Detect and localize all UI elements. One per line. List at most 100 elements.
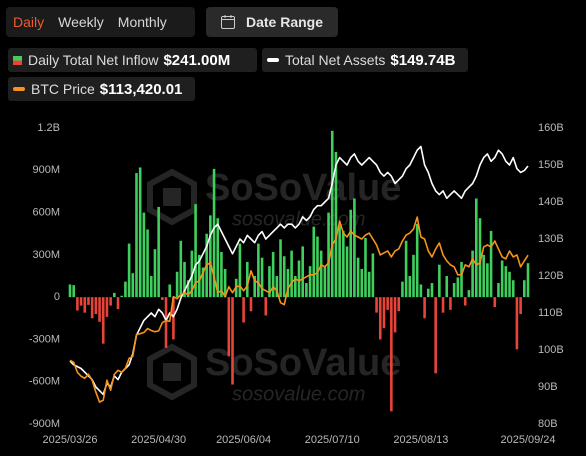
bar	[415, 223, 419, 298]
bar	[127, 243, 131, 298]
tab-daily[interactable]: Daily	[13, 14, 45, 30]
bar	[279, 239, 282, 298]
bar	[445, 276, 449, 298]
x-tick-label: 2025/07/10	[305, 434, 360, 446]
bar	[349, 209, 353, 298]
legend-icon	[267, 58, 279, 62]
bar	[164, 297, 168, 348]
bar	[98, 297, 101, 322]
bar	[268, 266, 271, 298]
date-range-button[interactable]: Date Range	[206, 7, 338, 37]
bar	[142, 212, 146, 298]
bar	[345, 246, 349, 298]
watermark-url: sosovalue.com	[232, 208, 365, 230]
bar	[197, 254, 201, 298]
bar	[72, 285, 75, 298]
bar	[161, 297, 164, 300]
tab-monthly[interactable]: Monthly	[117, 14, 167, 30]
legend-assets[interactable]: Total Net Assets $149.74B	[262, 48, 468, 72]
legend-value: $149.74B	[390, 51, 456, 69]
bar	[401, 281, 404, 298]
bar	[408, 276, 412, 298]
tick-label: 80B	[538, 418, 558, 430]
bar	[275, 276, 279, 298]
bar	[101, 297, 105, 344]
bar	[515, 297, 519, 350]
bar	[419, 284, 423, 298]
bar	[301, 246, 304, 298]
bar	[367, 271, 371, 298]
watermark-text: SoSoValue	[205, 167, 401, 209]
bar	[175, 271, 179, 298]
bar	[430, 283, 434, 298]
bar	[157, 206, 160, 298]
tick-label: 130B	[538, 233, 564, 245]
tick-label: 90B	[538, 381, 558, 393]
bar	[393, 297, 397, 333]
bar	[249, 297, 253, 312]
legend-icon	[13, 87, 25, 91]
bar	[231, 297, 234, 385]
bar	[497, 283, 500, 298]
bar	[146, 229, 149, 298]
x-tick-label: 2025/08/13	[393, 434, 448, 446]
bar	[523, 280, 526, 298]
bar	[364, 237, 367, 298]
bar	[426, 288, 430, 298]
bar	[334, 151, 338, 298]
bar	[412, 254, 415, 298]
legend-inflow[interactable]: Daily Total Net Inflow $241.00M	[8, 48, 257, 72]
x-tick-label: 2025/06/04	[216, 434, 271, 446]
bar	[500, 260, 504, 298]
bar	[131, 273, 135, 298]
tick-label: 150B	[538, 159, 564, 171]
bar	[452, 283, 456, 298]
legend-label: Daily Total Net Inflow	[28, 52, 159, 68]
period-tabs: Daily Weekly Monthly	[6, 7, 195, 37]
legend-icon	[13, 55, 22, 65]
chart: SoSoValue sosovalue.com SoSoValue sosova…	[29, 122, 564, 446]
bar	[242, 297, 245, 323]
bar	[179, 240, 183, 298]
bar	[493, 297, 497, 308]
tick-label: 0	[54, 291, 60, 303]
bar	[186, 280, 190, 298]
bar	[463, 297, 467, 306]
tick-label: 110B	[538, 307, 563, 319]
bar	[94, 297, 98, 315]
bar	[319, 250, 323, 298]
bar	[519, 297, 522, 315]
bar	[264, 297, 268, 316]
bar	[83, 297, 87, 313]
bar	[209, 215, 212, 298]
bar	[216, 218, 220, 298]
bar	[316, 236, 319, 298]
legend-btc[interactable]: BTC Price $113,420.01	[8, 77, 195, 101]
bar	[183, 261, 186, 298]
tick-label: -900M	[29, 418, 60, 430]
tick-label: 160B	[538, 122, 564, 134]
legend-label: BTC Price	[31, 81, 95, 97]
bar	[116, 297, 120, 310]
bar	[330, 130, 334, 298]
legend-label: Total Net Assets	[285, 52, 386, 68]
x-tick-label: 2025/03/26	[42, 434, 97, 446]
tab-weekly[interactable]: Weekly	[58, 14, 104, 30]
tick-label: 100B	[538, 344, 564, 356]
bar	[308, 266, 312, 298]
legend-value: $113,420.01	[99, 80, 183, 98]
bar	[227, 297, 231, 357]
bar	[109, 297, 112, 306]
bar	[168, 284, 172, 298]
bar	[371, 253, 375, 298]
bar	[382, 297, 386, 329]
date-range-label: Date Range	[246, 14, 324, 30]
bar	[438, 264, 441, 298]
x-tick-label: 2025/09/24	[500, 434, 555, 446]
bar	[271, 252, 275, 298]
bar	[467, 290, 471, 298]
bar	[245, 261, 249, 298]
bar	[201, 267, 205, 298]
bar	[423, 297, 426, 319]
bar	[504, 266, 508, 298]
